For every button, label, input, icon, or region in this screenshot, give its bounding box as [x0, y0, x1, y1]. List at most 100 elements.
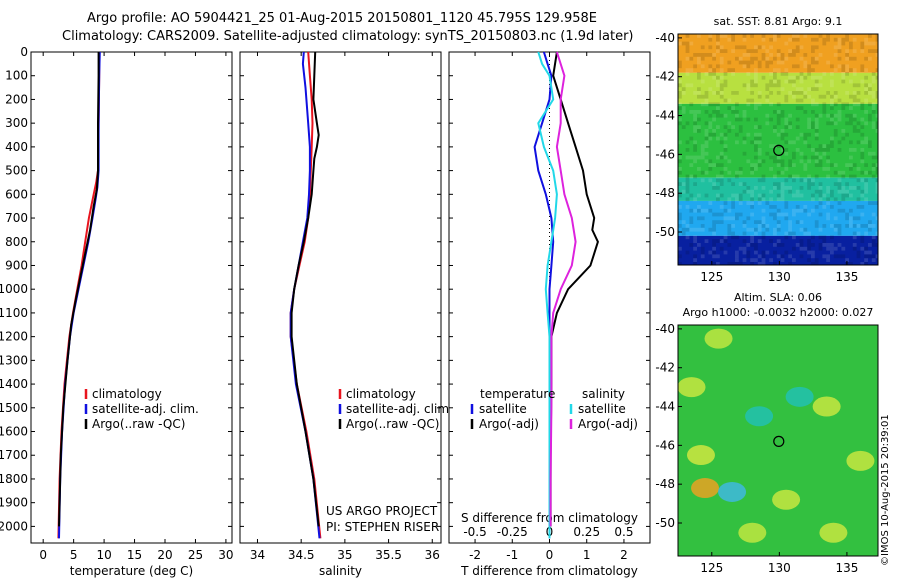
sst-pixel [765, 60, 770, 65]
sst-pixel [685, 45, 690, 50]
sst-pixel [795, 148, 800, 152]
series-line-temperature-argo-raw-qc- [58, 52, 100, 527]
sst-pixel [845, 113, 849, 118]
sst-pixel [811, 262, 815, 265]
sst-pixel [811, 197, 815, 202]
sst-pixel [761, 45, 766, 50]
sst-pixel [871, 224, 876, 228]
sst-pixel [871, 163, 876, 167]
sst-pixel [818, 94, 823, 99]
sst-pixel [860, 178, 865, 183]
sst-pixel [852, 91, 857, 95]
sst-pixel [849, 140, 853, 145]
sst-pixel [765, 201, 770, 205]
sst-pixel [871, 258, 876, 262]
sst-pixel [818, 227, 823, 232]
sst-pixel [776, 102, 781, 107]
sst-pixel [807, 243, 811, 247]
sst-pixel [685, 140, 690, 145]
sst-pixel [731, 72, 735, 76]
sst-pixel [693, 197, 697, 202]
sst-pixel [818, 189, 823, 194]
sst-pixel [704, 91, 709, 95]
sst-pixel [754, 231, 758, 236]
sst-pixel [727, 224, 732, 228]
sst-pixel [757, 227, 762, 232]
sst-pixel [776, 159, 781, 164]
sst-pixel [807, 87, 811, 91]
sst-pixel [704, 121, 709, 126]
sst-pixel [799, 220, 804, 224]
sst-pixel [776, 110, 781, 114]
sst-pixel [788, 224, 792, 228]
x-tick-label: 0 [39, 548, 47, 562]
sst-pixel [773, 243, 777, 247]
sst-pixel [856, 98, 861, 103]
sst-pixel [712, 254, 716, 259]
sst-pixel [754, 163, 758, 167]
sst-pixel [803, 34, 808, 38]
sst-pixel [849, 163, 853, 167]
x-tick-label: 34.5 [288, 548, 315, 562]
sst-pixel [712, 182, 716, 186]
sst-pixel [704, 132, 709, 137]
sst-pixel [792, 79, 796, 84]
sst-pixel [837, 243, 842, 247]
x-tick-label: -1 [506, 548, 518, 562]
sst-pixel [822, 41, 827, 46]
sst-pixel [731, 91, 735, 95]
sst-pixel [685, 56, 690, 61]
x-tick-label: 34 [250, 548, 265, 562]
sst-pixel [833, 216, 838, 221]
sst-pixel [799, 254, 804, 259]
depth-tick-label: 200 [5, 92, 28, 106]
sst-pixel [864, 224, 868, 228]
sst-pixel [716, 106, 720, 110]
sst-pixel [678, 117, 682, 122]
sst-pixel [750, 163, 754, 167]
sst-pixel [754, 250, 758, 255]
sst-pixel [833, 170, 838, 175]
sst-pixel [792, 151, 796, 156]
sst-pixel [814, 220, 819, 224]
sst-pixel [738, 201, 743, 205]
sst-pixel [803, 208, 808, 213]
x-tick-label: 36 [425, 548, 440, 562]
sst-pixel [849, 94, 853, 99]
sst-pixel [708, 121, 713, 126]
sst-pixel [784, 212, 789, 217]
sst-pixel [841, 208, 846, 213]
sst-pixel [830, 121, 834, 126]
sst-pixel [875, 94, 878, 99]
sst-pixel [761, 193, 766, 198]
sst-pixel [849, 193, 853, 198]
depth-tick-label: 1200 [0, 330, 28, 344]
sst-pixel [769, 53, 773, 57]
sst-pixel [738, 60, 743, 65]
sst-pixel [811, 250, 815, 255]
map-y-tick-label: -50 [655, 516, 675, 530]
sst-pixel [776, 170, 781, 175]
sst-pixel [856, 91, 861, 95]
sst-pixel [830, 243, 834, 247]
sst-pixel [750, 79, 754, 84]
sst-pixel [849, 186, 853, 190]
sst-pixel [765, 250, 770, 255]
sst-pixel [780, 110, 785, 114]
depth-tick-label: 0 [20, 45, 28, 59]
legend-title-salinity: salinity [582, 387, 625, 401]
sst-pixel [735, 56, 739, 61]
sst-pixel [799, 91, 804, 95]
sst-pixel [678, 106, 682, 110]
sst-pixel [784, 117, 789, 122]
sst-pixel [697, 227, 701, 232]
sst-pixel [807, 94, 811, 99]
sst-pixel [704, 208, 709, 213]
sst-pixel [856, 254, 861, 259]
sst-pixel [693, 246, 697, 251]
series-line-difference-salinity-satellite [537, 51, 558, 539]
sst-pixel [731, 201, 735, 205]
sst-band [678, 235, 878, 265]
sst-pixel [780, 87, 785, 91]
sst-pixel [833, 53, 838, 57]
